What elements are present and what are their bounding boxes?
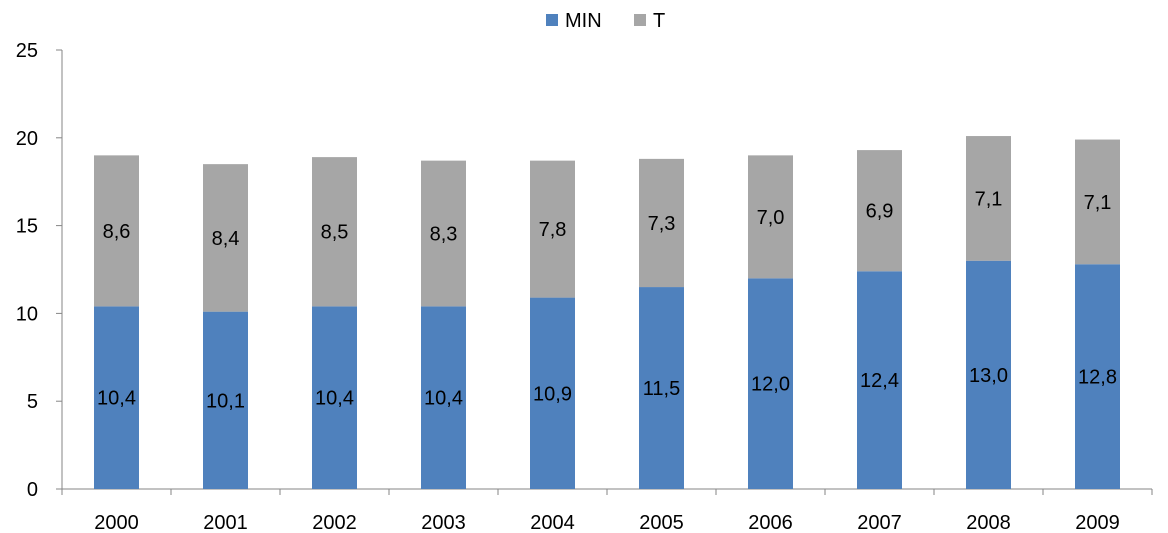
x-tick-label: 2001 xyxy=(203,512,248,533)
data-label-min-2008: 13,0 xyxy=(969,365,1008,387)
legend: MIN T xyxy=(546,10,665,32)
data-label-t-2000: 8,6 xyxy=(103,221,131,243)
bar-min-2005 xyxy=(639,287,684,489)
data-label-min-2000: 10,4 xyxy=(97,388,136,410)
bar-min-2008 xyxy=(966,260,1011,489)
bar-min-2006 xyxy=(748,278,793,489)
bar-t-2003 xyxy=(421,160,466,307)
y-tick-label: 10 xyxy=(16,303,38,325)
data-labels: 10,4 8,6 10,1 8,4 10,4 8,5 10,4 8,3 10,9 7,8 11,5 7… xyxy=(97,188,1117,412)
x-tick-label: 2007 xyxy=(857,512,902,533)
bar-t-2007 xyxy=(857,150,902,272)
x-tick-label: 2003 xyxy=(421,512,466,533)
bar-min-2000 xyxy=(94,306,139,489)
bar-min-2003 xyxy=(421,306,466,489)
bar-min-2004 xyxy=(530,297,575,489)
data-label-min-2004: 10,9 xyxy=(533,383,572,405)
bar-min-2009 xyxy=(1075,264,1120,489)
x-tick-label: 2004 xyxy=(530,512,575,533)
data-label-min-2005: 11,5 xyxy=(643,378,680,400)
bar-t-2006 xyxy=(748,155,793,279)
data-label-min-2003: 10,4 xyxy=(424,388,463,410)
data-label-min-2002: 10,4 xyxy=(315,388,354,410)
bar-min-2002 xyxy=(312,306,357,489)
data-label-t-2005: 7,3 xyxy=(648,213,676,235)
bar-t-2005 xyxy=(639,158,684,288)
bar-t-2009 xyxy=(1075,139,1120,265)
x-tick-label: 2009 xyxy=(1075,512,1120,533)
bar-t-2002 xyxy=(312,157,357,307)
data-label-t-2004: 7,8 xyxy=(539,219,567,241)
data-label-min-2009: 12,8 xyxy=(1078,367,1117,389)
x-tick-label: 2006 xyxy=(748,512,793,533)
bar-t-2000 xyxy=(94,155,139,307)
bar-min-2001 xyxy=(203,311,248,489)
y-axis: 0 5 10 15 20 25 xyxy=(16,40,63,501)
data-label-t-2001: 8,4 xyxy=(212,228,240,250)
y-tick-label: 25 xyxy=(16,40,38,62)
y-tick-label: 20 xyxy=(16,128,38,150)
x-tick-label: 2002 xyxy=(312,512,357,533)
y-tick-label: 0 xyxy=(27,479,38,501)
data-label-t-2003: 8,3 xyxy=(430,224,458,246)
data-label-t-2007: 6,9 xyxy=(866,201,894,223)
bar-min-2007 xyxy=(857,271,902,489)
data-label-t-2008: 7,1 xyxy=(975,188,1003,210)
bars xyxy=(94,136,1120,489)
data-label-min-2006: 12,0 xyxy=(751,374,790,396)
legend-swatch-min xyxy=(546,14,558,26)
legend-swatch-t xyxy=(634,14,646,26)
data-label-t-2002: 8,5 xyxy=(321,222,349,244)
bar-t-2001 xyxy=(203,164,248,312)
x-tick-label: 2005 xyxy=(639,512,684,533)
y-tick-label: 5 xyxy=(27,391,38,413)
bar-t-2004 xyxy=(530,160,575,298)
data-label-t-2006: 7,0 xyxy=(757,207,785,229)
data-label-min-2001: 10,1 xyxy=(206,390,245,412)
bar-t-2008 xyxy=(966,136,1011,261)
x-axis: 2000 2001 2002 2003 2004 2005 2006 2007 2008 2009 xyxy=(61,488,1153,533)
data-label-min-2007: 12,4 xyxy=(860,370,899,392)
x-tick-label: 2008 xyxy=(966,512,1011,533)
legend-label-min: MIN xyxy=(565,10,602,32)
legend-label-t: T xyxy=(653,10,665,32)
data-label-t-2009: 7,1 xyxy=(1084,192,1112,214)
y-tick-label: 15 xyxy=(16,216,38,238)
x-tick-label: 2000 xyxy=(94,512,139,533)
